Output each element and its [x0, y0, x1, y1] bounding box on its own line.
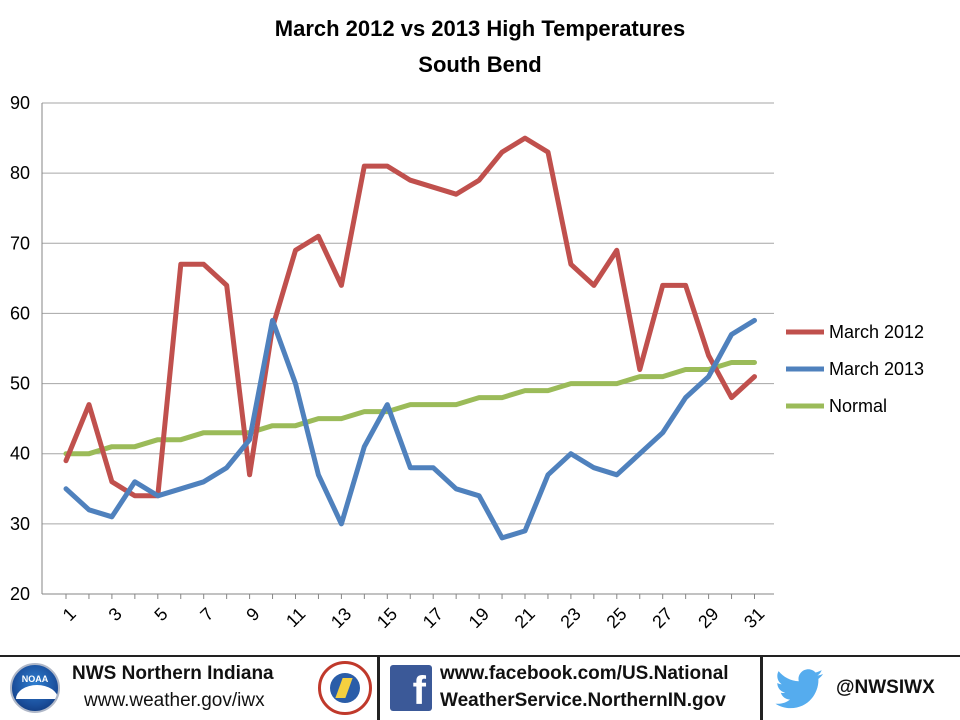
chart-subtitle: South Bend	[418, 52, 541, 77]
x-tick-label: 29	[694, 604, 722, 632]
x-tick-label: 21	[511, 604, 539, 632]
nws-logo-icon	[318, 661, 372, 715]
facebook-icon[interactable]: f	[390, 665, 432, 713]
footer-divider	[377, 657, 380, 720]
office-name: NWS Northern Indiana	[72, 663, 274, 684]
x-tick-label: 5	[150, 604, 171, 625]
legend-label: Normal	[829, 396, 887, 416]
y-axis: 20 30 40 50 60 70 80 90	[10, 93, 30, 604]
x-tick-label: 15	[373, 604, 401, 632]
office-url-link[interactable]: www.weather.gov/iwx	[84, 690, 265, 711]
x-tick-label: 3	[105, 604, 126, 625]
y-tick-label: 30	[10, 514, 30, 534]
y-tick-label: 70	[10, 233, 30, 253]
x-tick-label: 25	[602, 604, 630, 632]
x-tick-label: 23	[556, 604, 584, 632]
x-tick-label: 19	[465, 604, 493, 632]
series-line-1	[63, 317, 757, 541]
y-tick-label: 90	[10, 93, 30, 113]
noaa-logo-text: NOAA	[21, 674, 49, 684]
footer-divider	[760, 657, 763, 720]
x-tick-label: 17	[419, 604, 447, 632]
x-tick-label: 9	[242, 604, 263, 625]
line-chart: March 2012 vs 2013 High Temperatures Sou…	[10, 16, 924, 632]
legend-label: March 2013	[829, 359, 924, 379]
facebook-url-line2[interactable]: WeatherService.NorthernIN.gov	[440, 690, 726, 711]
x-tick-label: 7	[196, 604, 217, 625]
facebook-url-line1[interactable]: www.facebook.com/US.National	[440, 663, 729, 684]
footer-bar: NOAA NWS Northern Indiana www.weather.go…	[0, 655, 960, 720]
twitter-bird-icon[interactable]	[775, 669, 825, 709]
series-lines	[63, 135, 757, 541]
y-tick-label: 80	[10, 163, 30, 183]
chart-title: March 2012 vs 2013 High Temperatures	[275, 16, 685, 41]
y-tick-label: 50	[10, 374, 30, 394]
twitter-handle[interactable]: @NWSIWX	[836, 677, 935, 698]
noaa-logo-icon: NOAA	[10, 663, 60, 713]
x-tick-label: 31	[740, 604, 768, 632]
legend: March 2012 March 2013 Normal	[786, 322, 924, 416]
x-tick-label: 27	[648, 604, 676, 632]
series-line-0	[63, 135, 757, 499]
x-tick-label: 13	[327, 604, 355, 632]
y-tick-label: 40	[10, 444, 30, 464]
x-tick-label: 11	[282, 604, 309, 631]
series-line-2	[63, 360, 757, 457]
x-axis: 1 3 5 7 9 11 13 15 17 19 21 23 25 27 29 31	[59, 594, 768, 632]
x-tick-label: 1	[59, 604, 80, 625]
y-tick-label: 20	[10, 584, 30, 604]
y-tick-label: 60	[10, 303, 30, 323]
legend-label: March 2012	[829, 322, 924, 342]
